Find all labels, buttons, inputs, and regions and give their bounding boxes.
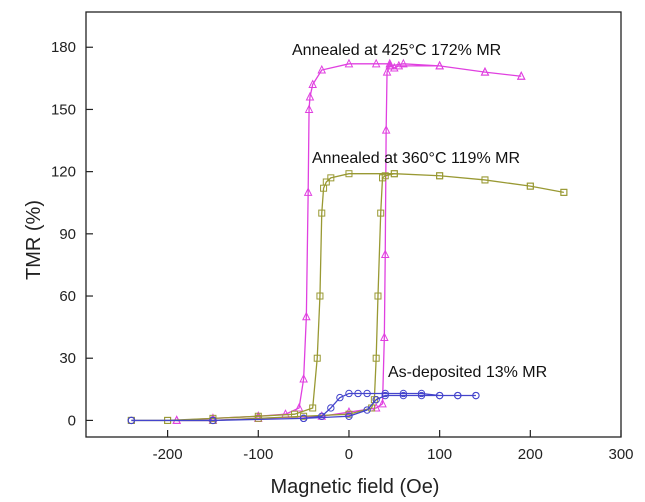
series-0-point-9 bbox=[305, 91, 315, 101]
plot-border bbox=[85, 11, 622, 438]
series-2-point-25 bbox=[209, 416, 217, 425]
y-tick-label-3: 90 bbox=[59, 226, 76, 243]
x-tick-label-1: -100 bbox=[243, 446, 273, 463]
series-0-point-13 bbox=[371, 58, 381, 68]
series-1-point-11 bbox=[327, 174, 335, 182]
y-axis-title: TMR (%) bbox=[23, 200, 45, 280]
series-0-point-12 bbox=[344, 58, 354, 68]
series-2-point-23 bbox=[345, 412, 353, 420]
series-0-point-22 bbox=[480, 67, 490, 76]
y-tick-label-6: 180 bbox=[51, 39, 76, 56]
x-axis-title: Magnetic field (Oe) bbox=[271, 476, 440, 498]
series-1-point-4 bbox=[291, 410, 299, 418]
series-1-point-24 bbox=[379, 174, 387, 182]
series-0-point-27 bbox=[381, 125, 391, 134]
series-0-point-21 bbox=[516, 71, 526, 80]
x-tick-label-5: 300 bbox=[608, 446, 633, 463]
series-2-point-9 bbox=[381, 389, 389, 398]
annotation-425: Annealed at 425°C 172% MR bbox=[292, 42, 501, 59]
series-2-point-8 bbox=[363, 389, 371, 398]
series-0-point-10 bbox=[308, 79, 318, 89]
annotations: Annealed at 425°C 172% MR Annealed at 36… bbox=[292, 42, 547, 381]
series-1-point-5 bbox=[309, 404, 317, 412]
series-layer bbox=[127, 58, 568, 425]
y-tick-label-5: 150 bbox=[51, 101, 76, 118]
series-1-point-21 bbox=[436, 172, 444, 180]
series-1-point-10 bbox=[322, 178, 330, 186]
x-tick-label-2: 0 bbox=[345, 446, 353, 463]
series-0-point-24 bbox=[399, 58, 408, 68]
series-2-point-21 bbox=[372, 395, 380, 404]
series-1-point-25 bbox=[377, 209, 385, 217]
series-2-point-3 bbox=[318, 412, 326, 420]
series-0-point-25 bbox=[385, 60, 395, 70]
series-2-point-15 bbox=[472, 391, 480, 400]
plot-frame bbox=[85, 11, 622, 438]
x-tick-label-0: -200 bbox=[153, 446, 183, 463]
series-0-point-8 bbox=[304, 104, 314, 113]
series-0-line bbox=[176, 63, 522, 422]
x-tick-label-3: 100 bbox=[427, 446, 452, 463]
series-1-point-27 bbox=[372, 354, 380, 362]
series-1-point-6 bbox=[313, 354, 321, 362]
series-1-point-22 bbox=[390, 170, 398, 178]
x-tick-label-4: 200 bbox=[518, 446, 543, 463]
series-2-point-18 bbox=[417, 391, 426, 400]
series-2-point-11 bbox=[417, 389, 426, 398]
series-0-point-5 bbox=[299, 373, 308, 383]
series-1-line bbox=[131, 173, 564, 422]
series-2-point-7 bbox=[354, 389, 362, 398]
series-2-point-26 bbox=[127, 416, 136, 425]
series-1-point-20 bbox=[481, 176, 489, 184]
y-tick-label-0: 0 bbox=[68, 412, 76, 429]
series-0-point-11 bbox=[317, 64, 327, 74]
series-2-point-17 bbox=[435, 391, 444, 400]
y-tick-label-1: 30 bbox=[59, 350, 76, 367]
series-2-line bbox=[131, 392, 476, 422]
series-0-point-4 bbox=[294, 402, 304, 412]
series-1-point-18 bbox=[560, 188, 568, 196]
series-1-point-8 bbox=[318, 209, 326, 217]
series-2-point-4 bbox=[327, 404, 335, 412]
series-0-point-28 bbox=[380, 249, 390, 259]
series-2-point-24 bbox=[299, 414, 308, 423]
series-0-point-30 bbox=[378, 398, 387, 408]
series-1 bbox=[127, 170, 568, 424]
series-2-point-22 bbox=[363, 406, 371, 414]
series-0-point-6 bbox=[302, 311, 311, 321]
series-0-point-29 bbox=[380, 332, 389, 341]
series-2-point-19 bbox=[399, 391, 408, 400]
series-2-point-10 bbox=[399, 389, 408, 398]
ticks-layer: -200 -100 0 100 200 300 0 30 60 90 120 150 180 bbox=[51, 39, 634, 463]
series-2 bbox=[127, 389, 480, 425]
series-2-point-5 bbox=[336, 393, 344, 402]
series-0-point-23 bbox=[435, 60, 444, 70]
series-1-point-32 bbox=[254, 414, 262, 422]
series-1-point-19 bbox=[526, 182, 534, 190]
y-tick-label-2: 60 bbox=[59, 288, 76, 305]
series-1-point-26 bbox=[374, 292, 382, 300]
series-1-point-7 bbox=[316, 292, 324, 300]
series-2-point-16 bbox=[454, 391, 462, 400]
series-2-point-20 bbox=[381, 391, 389, 400]
annotation-360: Annealed at 360°C 119% MR bbox=[312, 150, 520, 167]
series-0-point-26 bbox=[382, 67, 392, 76]
series-1-point-12 bbox=[345, 170, 353, 178]
annotation-as-deposited: As-deposited 13% MR bbox=[388, 364, 547, 381]
series-0-point-7 bbox=[303, 187, 313, 196]
series-2-point-6 bbox=[345, 389, 353, 398]
y-tick-label-4: 120 bbox=[51, 164, 76, 181]
